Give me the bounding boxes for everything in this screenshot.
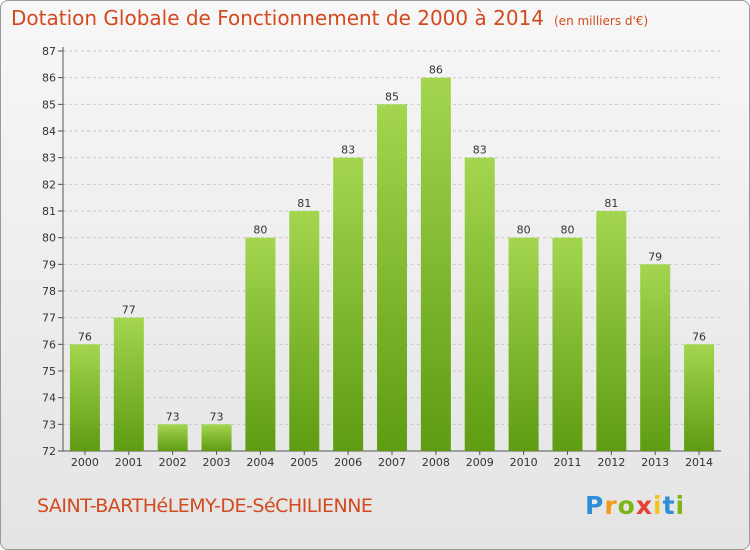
data-label: 77 bbox=[122, 304, 136, 317]
data-label: 76 bbox=[692, 330, 706, 343]
x-tick-label: 2010 bbox=[510, 456, 538, 469]
logo-letter: o bbox=[617, 491, 636, 520]
data-label: 86 bbox=[429, 64, 443, 77]
data-label: 81 bbox=[604, 197, 618, 210]
y-tick-label: 73 bbox=[42, 418, 56, 431]
data-label: 83 bbox=[473, 144, 487, 157]
y-tick-label: 85 bbox=[42, 98, 56, 111]
y-tick-label: 78 bbox=[42, 285, 56, 298]
x-tick-label: 2009 bbox=[466, 456, 494, 469]
data-label: 73 bbox=[210, 410, 224, 423]
logo-letter: i bbox=[675, 491, 686, 520]
bar bbox=[420, 77, 451, 452]
bar bbox=[245, 237, 276, 451]
x-tick-label: 2003 bbox=[203, 456, 231, 469]
x-tick-label: 2001 bbox=[115, 456, 143, 469]
y-tick-label: 74 bbox=[42, 392, 56, 405]
logo-letter: x bbox=[635, 491, 653, 520]
data-label: 80 bbox=[517, 224, 531, 237]
data-label: 73 bbox=[166, 410, 180, 423]
x-tick-label: 2000 bbox=[71, 456, 99, 469]
x-tick-label: 2006 bbox=[334, 456, 362, 469]
logo-letter: P bbox=[585, 491, 605, 520]
data-label: 76 bbox=[78, 330, 92, 343]
x-tick-label: 2008 bbox=[422, 456, 450, 469]
data-label: 83 bbox=[341, 144, 355, 157]
y-tick-label: 87 bbox=[42, 45, 56, 58]
y-tick-label: 80 bbox=[42, 232, 56, 245]
proxiti-logo: Proxiti bbox=[585, 491, 685, 520]
y-tick-label: 79 bbox=[42, 258, 56, 271]
bar bbox=[333, 157, 364, 451]
bar bbox=[552, 237, 583, 451]
x-tick-label: 2007 bbox=[378, 456, 406, 469]
data-label: 80 bbox=[560, 224, 574, 237]
logo-letter: i bbox=[653, 491, 663, 520]
bar bbox=[69, 344, 100, 451]
bar bbox=[508, 237, 539, 451]
y-tick-label: 77 bbox=[42, 312, 56, 325]
bars bbox=[69, 77, 715, 452]
y-tick-label: 86 bbox=[42, 72, 56, 85]
bar bbox=[464, 157, 495, 451]
bar bbox=[157, 424, 188, 451]
y-tick-label: 75 bbox=[42, 365, 56, 378]
bar bbox=[289, 211, 320, 451]
y-tick-label: 83 bbox=[42, 152, 56, 165]
x-tick-label: 2014 bbox=[685, 456, 713, 469]
x-tick-label: 2004 bbox=[246, 456, 274, 469]
bar bbox=[201, 424, 232, 451]
data-label: 80 bbox=[253, 224, 267, 237]
x-tick-label: 2012 bbox=[597, 456, 625, 469]
x-tick-label: 2013 bbox=[641, 456, 669, 469]
commune-name: SAINT-BARTHéLEMY-DE-SéCHILIENNE bbox=[37, 495, 373, 517]
logo-letter: t bbox=[662, 491, 676, 520]
chart-title-text: Dotation Globale de Fonctionnement de 20… bbox=[11, 6, 544, 30]
chart-title: Dotation Globale de Fonctionnement de 20… bbox=[11, 6, 648, 30]
bar bbox=[377, 104, 407, 451]
x-tick-label: 2005 bbox=[290, 456, 318, 469]
bar bbox=[640, 264, 671, 451]
bar bbox=[596, 211, 627, 451]
x-tick-label: 2011 bbox=[553, 456, 581, 469]
data-label: 85 bbox=[385, 90, 399, 103]
x-tick-label: 2002 bbox=[159, 456, 187, 469]
bar bbox=[113, 317, 144, 451]
y-tick-label: 82 bbox=[42, 178, 56, 191]
logo-letter: r bbox=[604, 491, 618, 520]
data-label: 81 bbox=[297, 197, 311, 210]
y-tick-label: 81 bbox=[42, 205, 56, 218]
labels: 72 73 74 75 76 77 78 79 80 81 82 83 84 85 86 87 76 2000 77… bbox=[42, 45, 713, 469]
y-tick-label: 72 bbox=[42, 445, 56, 458]
data-label: 79 bbox=[648, 250, 662, 263]
chart-subtitle: (en milliers d'€) bbox=[554, 14, 649, 28]
y-tick-label: 84 bbox=[42, 125, 56, 138]
bar bbox=[684, 344, 715, 451]
y-tick-label: 76 bbox=[42, 338, 56, 351]
